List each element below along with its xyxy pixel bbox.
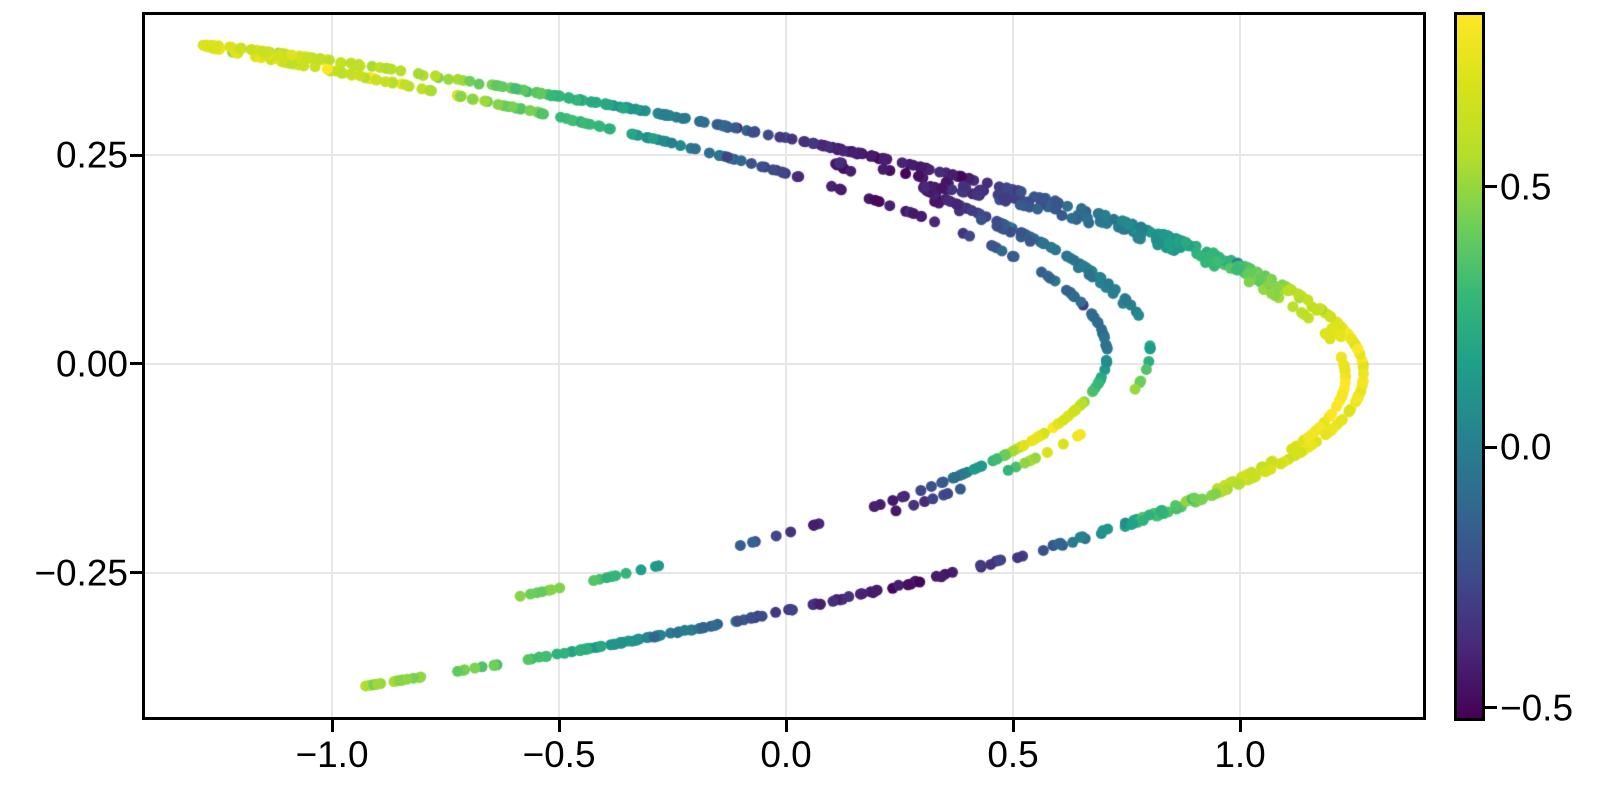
tick-mark xyxy=(1485,445,1497,449)
tick-mark xyxy=(130,362,142,366)
y-tick-label: 0.25 xyxy=(55,134,128,176)
tick-mark xyxy=(1485,185,1497,189)
colorbar-tick-label: −0.5 xyxy=(1500,687,1574,729)
tick-mark xyxy=(1485,706,1497,710)
x-tick-label: −1.0 xyxy=(295,734,369,775)
scatter-canvas xyxy=(145,15,1423,717)
tick-mark xyxy=(330,720,334,732)
x-tick-label: 1.0 xyxy=(1214,734,1266,775)
x-tick-label: 0.0 xyxy=(760,734,812,775)
x-tick-label: −0.5 xyxy=(522,734,596,775)
x-tick-label: 0.5 xyxy=(987,734,1039,775)
tick-mark xyxy=(1238,720,1242,732)
colorbar-tick-label: 0.5 xyxy=(1500,166,1552,208)
tick-mark xyxy=(557,720,561,732)
tick-mark xyxy=(784,720,788,732)
y-tick-label: −0.25 xyxy=(34,552,128,594)
plot-area xyxy=(145,15,1423,717)
colorbar-gradient xyxy=(1457,15,1482,718)
colorbar-tick-label: 0.0 xyxy=(1500,426,1552,468)
y-tick-label: 0.00 xyxy=(55,343,128,385)
tick-mark xyxy=(1011,720,1015,732)
tick-mark xyxy=(130,571,142,575)
tick-mark xyxy=(130,153,142,157)
